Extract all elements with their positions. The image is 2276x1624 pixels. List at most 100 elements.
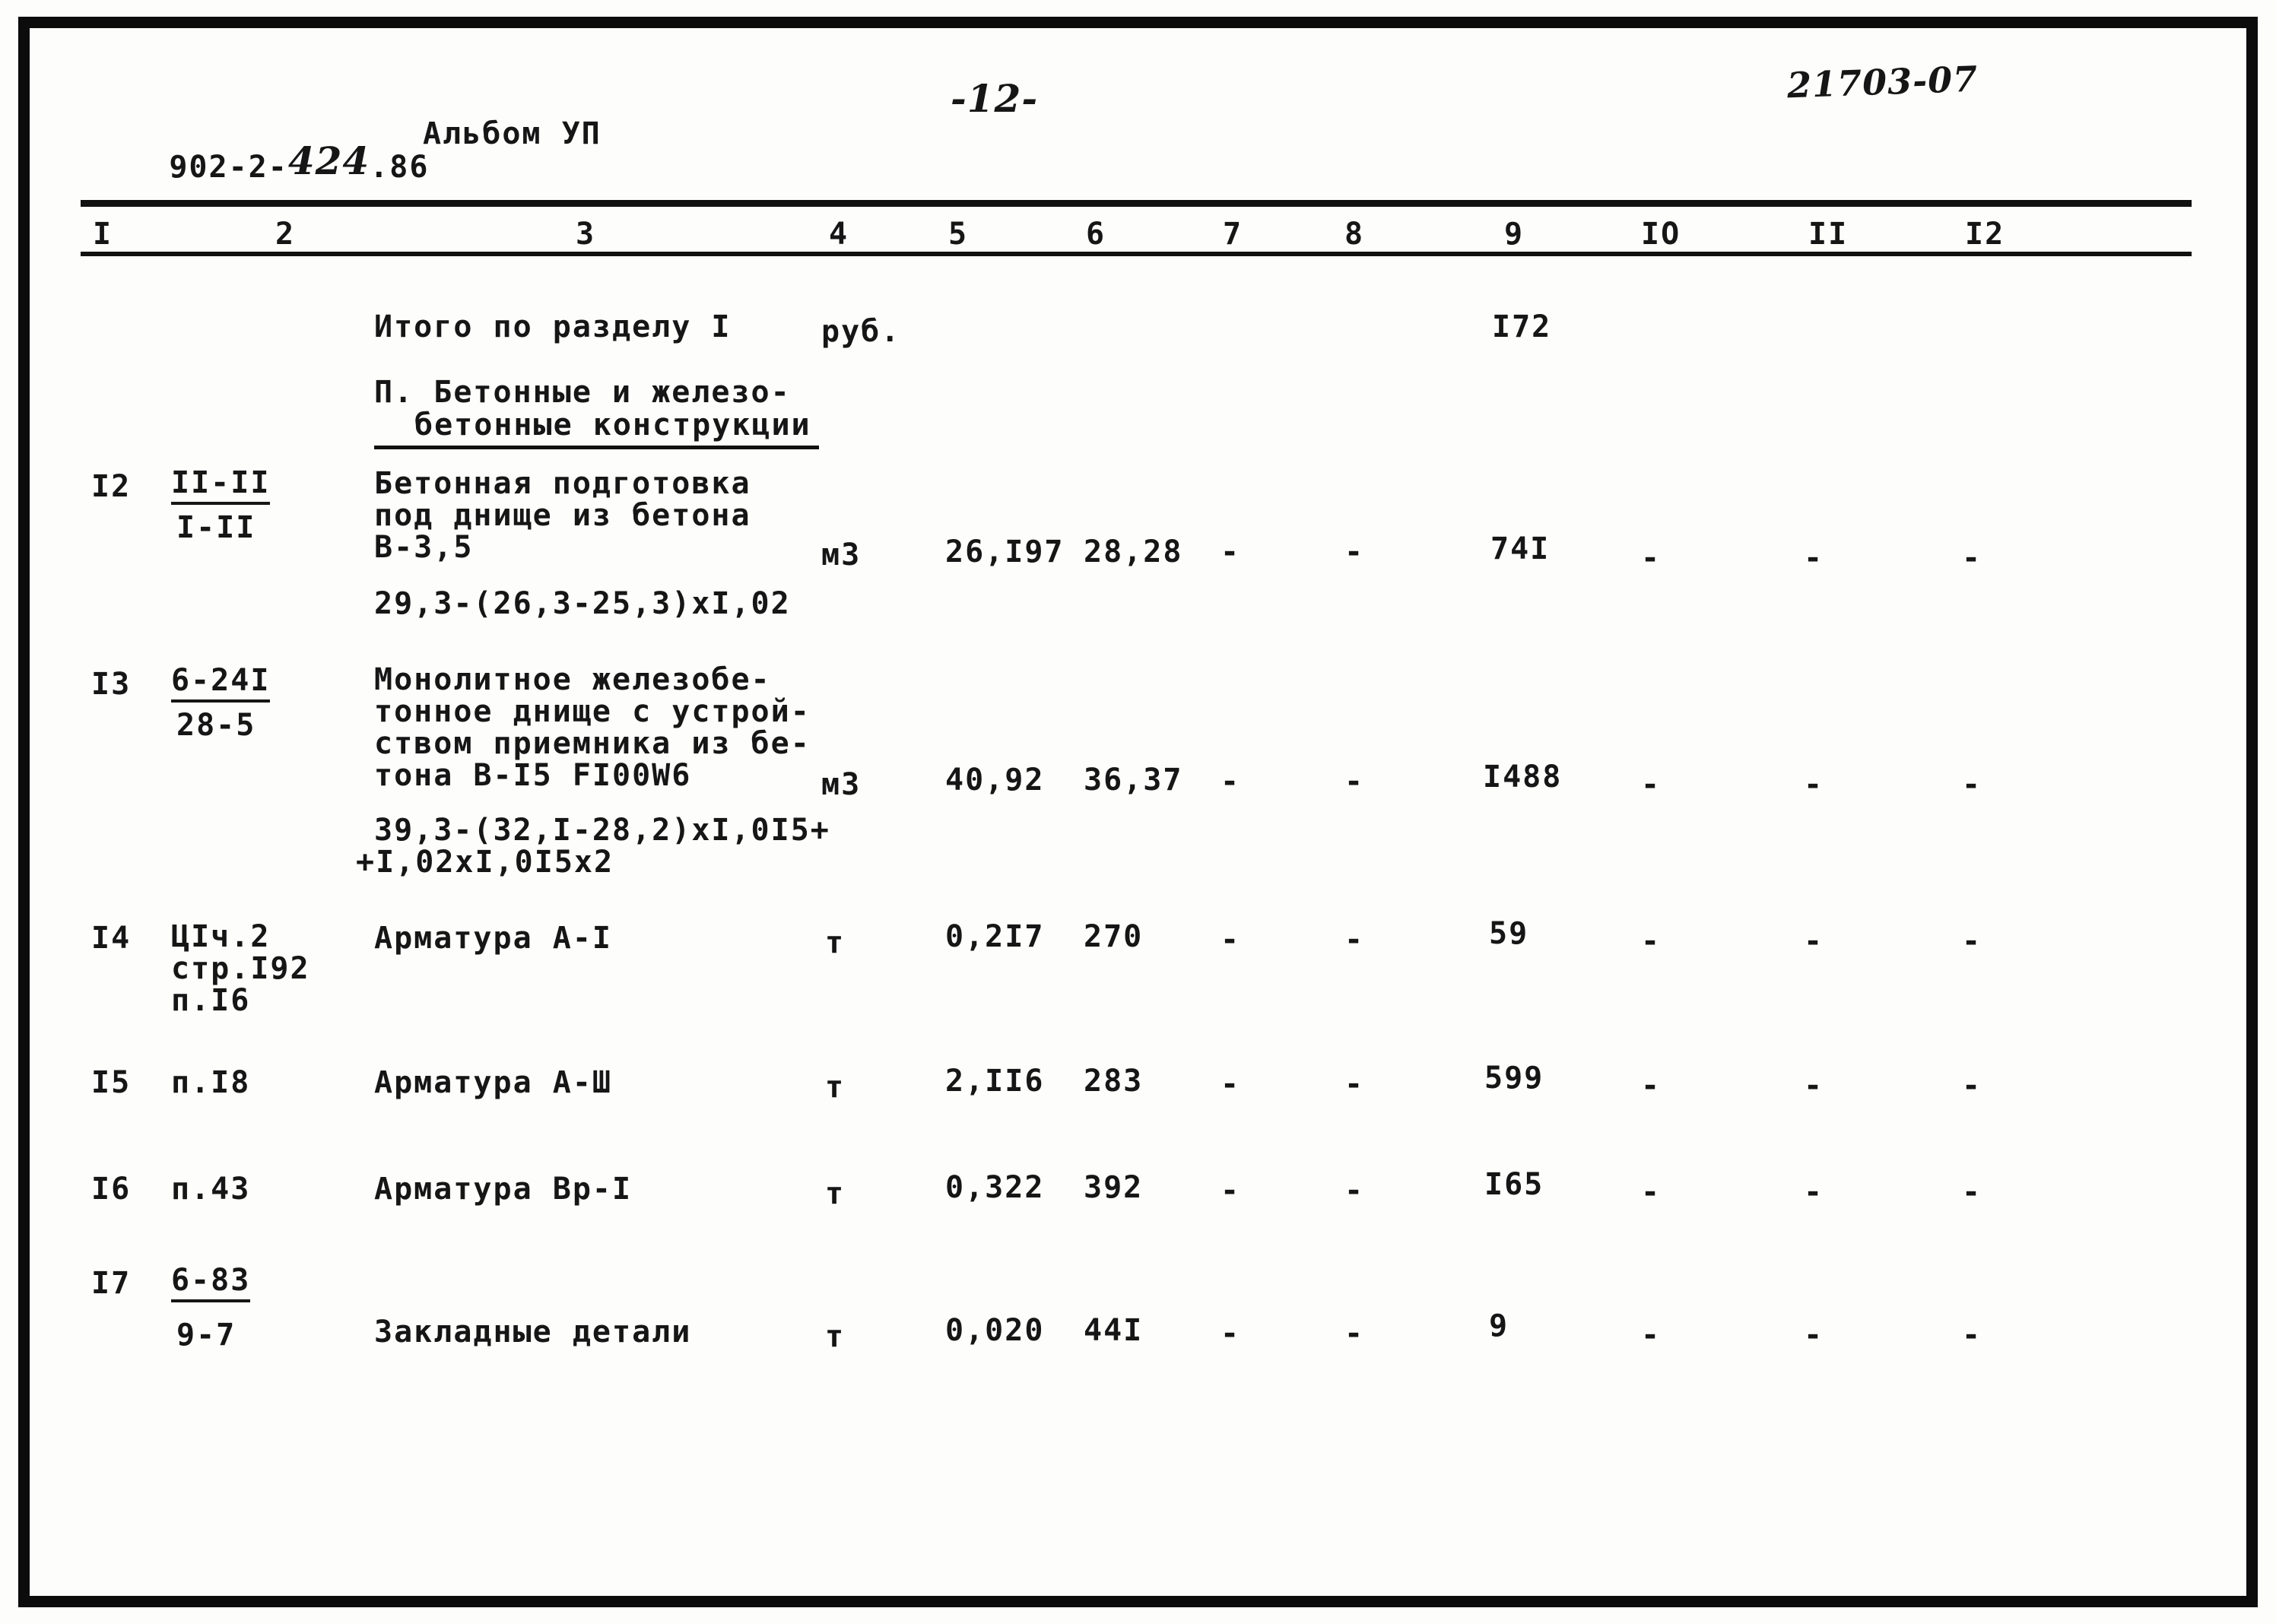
summary-label: Итого по разделу I bbox=[374, 309, 732, 344]
row-desc-line: ством приемника из бе- bbox=[374, 726, 811, 761]
cell-dash: - bbox=[1221, 1316, 1241, 1351]
summary-total: I72 bbox=[1492, 309, 1552, 344]
cell-dash: - bbox=[1221, 922, 1241, 957]
row-formula: 29,3-(26,3-25,3)хI,02 bbox=[374, 586, 791, 621]
cell-dash: - bbox=[1344, 1173, 1365, 1208]
cell-dash: - bbox=[1344, 1067, 1365, 1102]
cell-dash: - bbox=[1221, 1067, 1241, 1102]
row-basis: п.I6 bbox=[171, 983, 251, 1018]
cell-dash: - bbox=[1641, 541, 1662, 576]
cell-total: 59 bbox=[1489, 916, 1529, 951]
rule-top bbox=[81, 200, 2192, 207]
row-desc-line: Монолитное железобе- bbox=[374, 662, 771, 697]
cell-unit: т bbox=[825, 1319, 846, 1354]
cell-qty: 0,020 bbox=[945, 1313, 1045, 1348]
cell-dash: - bbox=[1641, 924, 1662, 959]
col-header-7: 7 bbox=[1223, 217, 1243, 252]
cell-dash: - bbox=[1344, 764, 1365, 799]
cell-qty: 40,92 bbox=[945, 763, 1045, 798]
cell-qty: 0,322 bbox=[945, 1170, 1045, 1205]
row-basis: 6-83 bbox=[171, 1264, 251, 1302]
col-header-11: II bbox=[1808, 217, 1849, 252]
summary-unit: руб. bbox=[821, 314, 901, 349]
cell-dash: - bbox=[1804, 541, 1824, 576]
col-header-4: 4 bbox=[829, 217, 849, 252]
cell-price: 36,37 bbox=[1084, 763, 1183, 798]
cell-total: 599 bbox=[1484, 1061, 1544, 1096]
row-basis: стр.I92 bbox=[171, 951, 310, 986]
cell-dash: - bbox=[1962, 767, 1982, 802]
cell-dash: - bbox=[1804, 767, 1824, 802]
cell-unit: т bbox=[825, 1070, 846, 1105]
cell-price: 28,28 bbox=[1084, 534, 1183, 569]
cell-price: 392 bbox=[1084, 1170, 1144, 1205]
cell-dash: - bbox=[1641, 1175, 1662, 1210]
cell-qty: 0,2I7 bbox=[945, 919, 1045, 954]
row-num: I6 bbox=[91, 1172, 132, 1207]
row-basis: п.43 bbox=[171, 1172, 251, 1207]
row-basis: 6-24I bbox=[171, 664, 271, 703]
col-header-6: 6 bbox=[1086, 217, 1106, 252]
section-title-line1: П. Бетонные и железо- bbox=[374, 375, 791, 410]
cell-qty: 26,I97 bbox=[945, 534, 1065, 569]
row-basis: п.I8 bbox=[171, 1065, 251, 1100]
col-header-9: 9 bbox=[1504, 217, 1525, 252]
cell-dash: - bbox=[1641, 1068, 1662, 1103]
row-num: I5 bbox=[91, 1065, 132, 1100]
section-title-underline bbox=[374, 446, 819, 449]
cell-qty: 2,II6 bbox=[945, 1064, 1045, 1099]
row-basis: I-II bbox=[176, 510, 256, 545]
section-title-line2: бетонные конструкции bbox=[414, 408, 811, 442]
doc-number-suffix: .86 bbox=[370, 150, 430, 185]
cell-dash: - bbox=[1804, 1318, 1824, 1353]
row-desc-line: Арматура А-Ш bbox=[374, 1065, 612, 1100]
cell-price: 44I bbox=[1084, 1313, 1144, 1348]
row-basis: 28-5 bbox=[176, 708, 256, 743]
row-desc-line: тонное днище с устрой- bbox=[374, 694, 811, 729]
row-desc-line: тона В-I5 FI00W6 bbox=[374, 758, 692, 793]
doc-number-prefix: 902-2- bbox=[169, 150, 288, 185]
stamp-number: 21703-07 bbox=[1786, 58, 1979, 106]
row-num: I4 bbox=[91, 921, 132, 956]
cell-dash: - bbox=[1221, 764, 1241, 799]
cell-dash: - bbox=[1804, 1068, 1824, 1103]
row-basis: ЦIч.2 bbox=[171, 919, 271, 954]
row-num: I3 bbox=[91, 667, 132, 702]
row-desc-line: Арматура Вр-I bbox=[374, 1172, 633, 1207]
cell-total: I65 bbox=[1484, 1167, 1544, 1202]
cell-dash: - bbox=[1804, 924, 1824, 959]
cell-unit: т bbox=[825, 1176, 846, 1211]
cell-dash: - bbox=[1962, 1068, 1982, 1103]
row-desc-line: В-3,5 bbox=[374, 530, 474, 565]
row-desc-line: Бетонная подготовка bbox=[374, 466, 751, 501]
cell-unit: м3 bbox=[821, 538, 862, 573]
row-desc-line: Арматура А-I bbox=[374, 921, 612, 956]
row-formula: +I,02хI,0I5х2 bbox=[356, 845, 614, 880]
cell-unit: м3 bbox=[821, 767, 862, 802]
row-formula: 39,3-(32,I-28,2)хI,0I5+ bbox=[374, 813, 830, 848]
cell-dash: - bbox=[1221, 534, 1241, 569]
col-header-5: 5 bbox=[948, 217, 969, 252]
col-header-2: 2 bbox=[275, 217, 296, 252]
doc-number: 902-2-424.86 bbox=[90, 114, 429, 217]
cell-dash: - bbox=[1221, 1173, 1241, 1208]
cell-total: 74I bbox=[1490, 531, 1551, 566]
row-num: I2 bbox=[91, 469, 132, 504]
row-num: I7 bbox=[91, 1266, 132, 1301]
doc-number-handwritten: 424 bbox=[287, 138, 370, 183]
col-header-8: 8 bbox=[1344, 217, 1365, 252]
col-header-3: 3 bbox=[576, 217, 596, 252]
cell-dash: - bbox=[1344, 922, 1365, 957]
row-desc-line: под днище из бетона bbox=[374, 498, 751, 533]
row-basis: 9-7 bbox=[176, 1318, 236, 1353]
page-number: -12- bbox=[951, 76, 1039, 121]
rule-bottom bbox=[81, 252, 2192, 256]
album-label: Альбом УП bbox=[423, 116, 602, 151]
col-header-12: I2 bbox=[1965, 217, 2005, 252]
cell-dash: - bbox=[1344, 1316, 1365, 1351]
cell-dash: - bbox=[1344, 534, 1365, 569]
cell-dash: - bbox=[1641, 1318, 1662, 1353]
cell-dash: - bbox=[1962, 924, 1982, 959]
cell-dash: - bbox=[1804, 1175, 1824, 1210]
